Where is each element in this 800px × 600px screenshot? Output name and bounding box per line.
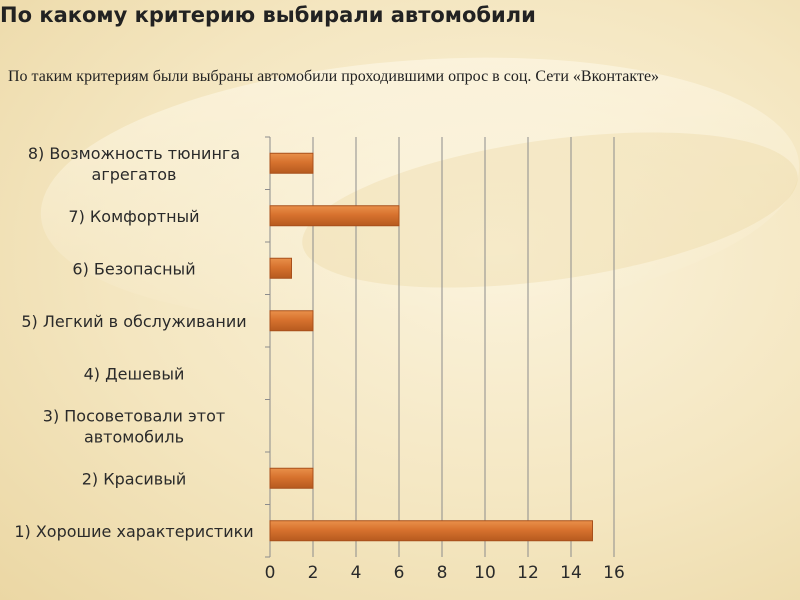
category-label: 2) Красивый <box>82 469 186 488</box>
bar <box>269 520 593 542</box>
category-label: 8) Возможность тюнинга агрегатов <box>28 144 240 184</box>
bar <box>269 257 292 279</box>
x-tick-label: 16 <box>603 563 625 583</box>
slide-title: По какому критерию выбирали автомобили <box>0 3 536 27</box>
x-tick-label: 12 <box>517 563 539 583</box>
slide-subtitle: По таким критериям были выбраны автомоби… <box>8 68 660 85</box>
x-tick-label: 14 <box>560 563 582 583</box>
category-label: 5) Легкий в обслуживании <box>21 312 246 331</box>
x-tick-label: 6 <box>394 563 405 583</box>
x-tick-label: 4 <box>351 563 362 583</box>
bar <box>269 152 314 174</box>
bar <box>269 310 314 332</box>
category-label: 4) Дешевый <box>84 364 185 383</box>
category-axis: 1) Хорошие характеристики 2) Красивый 3) П… <box>14 144 253 541</box>
x-tick-label: 10 <box>474 563 496 583</box>
category-label: 6) Безопасный <box>72 259 195 278</box>
gridlines <box>312 137 615 557</box>
x-tick-label: 0 <box>265 563 276 583</box>
x-tick-label: 2 <box>308 563 319 583</box>
bar <box>269 467 314 489</box>
x-tick-label: 8 <box>437 563 448 583</box>
bars <box>269 152 593 542</box>
category-label: 1) Хорошие характеристики <box>14 522 253 541</box>
bar <box>269 205 400 227</box>
category-label: 7) Комфортный <box>68 207 199 226</box>
category-label: 3) Посоветовали этот автомобиль <box>43 406 225 446</box>
